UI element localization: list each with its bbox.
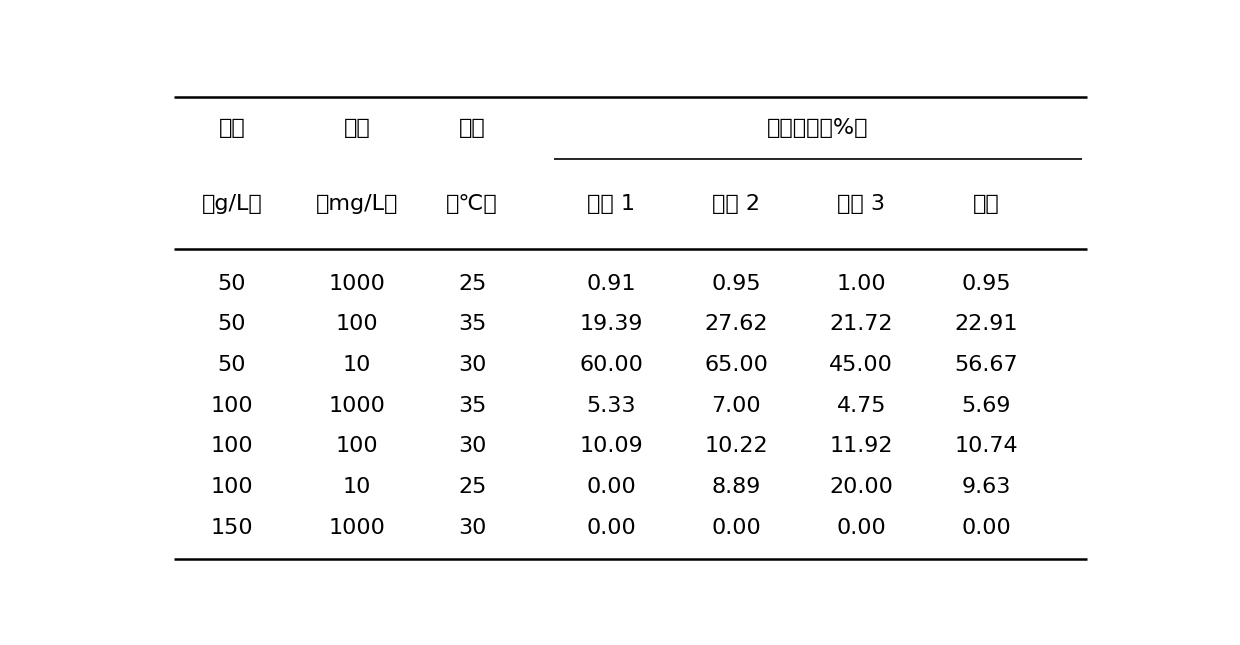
Text: 30: 30 xyxy=(458,355,486,375)
Text: 25: 25 xyxy=(458,477,486,497)
Text: 实验 3: 实验 3 xyxy=(837,194,885,214)
Text: 27.62: 27.62 xyxy=(704,314,768,334)
Text: 22.91: 22.91 xyxy=(955,314,1018,334)
Text: 20.00: 20.00 xyxy=(830,477,893,497)
Text: 21.72: 21.72 xyxy=(830,314,893,334)
Text: 10.09: 10.09 xyxy=(579,437,644,457)
Text: 10.22: 10.22 xyxy=(704,437,769,457)
Text: 100: 100 xyxy=(336,314,378,334)
Text: 35: 35 xyxy=(458,314,486,334)
Text: 100: 100 xyxy=(211,477,253,497)
Text: 30: 30 xyxy=(458,437,486,457)
Text: 0.91: 0.91 xyxy=(587,273,636,293)
Text: 实验 2: 实验 2 xyxy=(713,194,760,214)
Text: 60.00: 60.00 xyxy=(579,355,644,375)
Text: 硼酸: 硼酸 xyxy=(343,118,371,138)
Text: 0.00: 0.00 xyxy=(587,477,636,497)
Text: 50: 50 xyxy=(218,355,246,375)
Text: 10.74: 10.74 xyxy=(955,437,1018,457)
Text: 100: 100 xyxy=(211,395,253,415)
Text: 温度: 温度 xyxy=(459,118,486,138)
Text: 4.75: 4.75 xyxy=(837,395,887,415)
Text: 1000: 1000 xyxy=(329,273,386,293)
Text: 100: 100 xyxy=(336,437,378,457)
Text: 30: 30 xyxy=(458,518,486,538)
Text: 1000: 1000 xyxy=(329,395,386,415)
Text: 平均: 平均 xyxy=(973,194,999,214)
Text: 5.33: 5.33 xyxy=(587,395,636,415)
Text: 25: 25 xyxy=(458,273,486,293)
Text: 8.89: 8.89 xyxy=(712,477,761,497)
Text: 0.00: 0.00 xyxy=(587,518,636,538)
Text: 10: 10 xyxy=(342,477,371,497)
Text: 35: 35 xyxy=(458,395,486,415)
Text: 65.00: 65.00 xyxy=(704,355,769,375)
Text: （g/L）: （g/L） xyxy=(202,194,262,214)
Text: 45.00: 45.00 xyxy=(830,355,893,375)
Text: 0.95: 0.95 xyxy=(712,273,761,293)
Text: 1000: 1000 xyxy=(329,518,386,538)
Text: 0.00: 0.00 xyxy=(837,518,887,538)
Text: 0.00: 0.00 xyxy=(712,518,761,538)
Text: 蔗糖: 蔗糖 xyxy=(218,118,246,138)
Text: 7.00: 7.00 xyxy=(712,395,761,415)
Text: 9.63: 9.63 xyxy=(961,477,1011,497)
Text: 0.95: 0.95 xyxy=(961,273,1011,293)
Text: 花粉活力（%）: 花粉活力（%） xyxy=(768,118,869,138)
Text: 5.69: 5.69 xyxy=(961,395,1011,415)
Text: 150: 150 xyxy=(211,518,253,538)
Text: 1.00: 1.00 xyxy=(837,273,887,293)
Text: 50: 50 xyxy=(218,314,246,334)
Text: 11.92: 11.92 xyxy=(830,437,893,457)
Text: 19.39: 19.39 xyxy=(580,314,644,334)
Text: 50: 50 xyxy=(218,273,246,293)
Text: 实验 1: 实验 1 xyxy=(588,194,635,214)
Text: 56.67: 56.67 xyxy=(955,355,1018,375)
Text: 10: 10 xyxy=(342,355,371,375)
Text: 100: 100 xyxy=(211,437,253,457)
Text: （mg/L）: （mg/L） xyxy=(316,194,398,214)
Text: 0.00: 0.00 xyxy=(961,518,1011,538)
Text: （℃）: （℃） xyxy=(446,194,498,214)
